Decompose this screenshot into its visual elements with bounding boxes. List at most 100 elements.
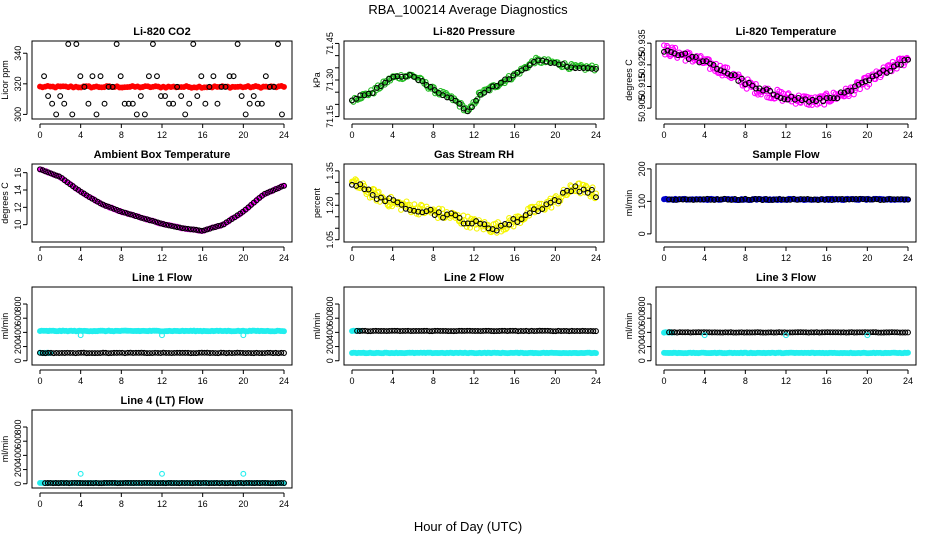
averages-point (776, 196, 783, 203)
averages-point (231, 349, 238, 356)
x-tick-label: 20 (238, 499, 248, 509)
averages-point (98, 480, 105, 487)
averages-point (259, 350, 266, 357)
averages-point (804, 196, 811, 202)
averages-point (593, 65, 599, 72)
averages-point (867, 329, 874, 336)
averages-point (520, 328, 527, 334)
y-tick-label: 50.915 (637, 73, 647, 101)
averages-point (763, 196, 769, 202)
averages-point (410, 328, 417, 334)
averages-point (47, 480, 54, 486)
averages-point (849, 196, 856, 203)
instantaneous-point (353, 177, 360, 184)
averages-point (87, 480, 94, 487)
averages-point (489, 83, 496, 90)
y-tick-label: 14 (13, 185, 23, 195)
averages-point (431, 87, 438, 93)
averages-point (690, 196, 697, 203)
y-tick-label: 800 (325, 297, 335, 312)
instantaneous-point (526, 212, 533, 219)
averages-point (176, 349, 183, 356)
averages-point (461, 327, 468, 334)
averages-point (52, 480, 59, 486)
averages-point (127, 211, 134, 218)
averages-point (794, 196, 801, 203)
averages-point (689, 53, 696, 60)
averages-point (242, 111, 249, 118)
series-points (661, 195, 911, 204)
averages-point (93, 479, 100, 486)
averages-point (227, 479, 234, 486)
panel-5: Gas Stream RH percent 0 4 8 12 16 20 24 1.05 1.20 1… (312, 149, 605, 263)
averages-point (517, 328, 524, 334)
averages-point (163, 221, 170, 228)
plot-frame (31, 286, 293, 366)
averages-point (897, 61, 904, 68)
averages-point (209, 224, 216, 231)
averages-point (77, 73, 84, 80)
averages-point (485, 225, 492, 232)
averages-point (828, 197, 835, 203)
averages-point (735, 329, 742, 336)
averages-point (894, 61, 901, 68)
averages-point (584, 328, 591, 334)
averages-point (568, 188, 575, 195)
averages-point (821, 196, 828, 203)
spikes-point (864, 332, 871, 339)
averages-point (765, 329, 772, 336)
averages-point (48, 170, 54, 177)
averages-point (518, 216, 525, 223)
x-tick-label: 16 (822, 253, 832, 263)
averages-point (217, 222, 224, 229)
averages-point (138, 214, 145, 221)
averages-point (37, 349, 43, 356)
averages-point (711, 196, 718, 203)
averages-point (50, 171, 57, 178)
spikes-point (783, 332, 789, 339)
averages-point (185, 225, 191, 232)
averages-point (361, 186, 368, 193)
x-tick-label: 0 (661, 130, 666, 140)
averages-point (77, 480, 83, 486)
averages-point (687, 329, 694, 336)
y-tick-label: 400 (13, 325, 23, 340)
averages-point (759, 197, 766, 203)
averages-point (39, 350, 46, 356)
averages-point (593, 328, 599, 335)
averages-point (240, 480, 247, 487)
averages-point (698, 329, 705, 336)
y-axis-label: degrees C (0, 182, 10, 224)
x-tick-label: 16 (198, 130, 208, 140)
averages-point (584, 189, 591, 196)
spikes-point (77, 332, 84, 339)
averages-point (566, 328, 573, 335)
averages-point (542, 327, 548, 334)
averages-point (130, 212, 137, 219)
averages-point (773, 196, 780, 203)
averages-point (267, 480, 274, 487)
averages-point (178, 93, 185, 100)
averages-point (198, 227, 205, 234)
averages-point (466, 327, 473, 334)
averages-point (108, 350, 115, 357)
averages-point (179, 225, 186, 232)
averages-point (717, 67, 724, 74)
averages-point (264, 349, 271, 356)
averages-point (697, 196, 704, 203)
averages-point (783, 196, 790, 203)
averages-point (152, 349, 159, 356)
instantaneous-point (461, 217, 468, 224)
averages-point (136, 480, 142, 486)
averages-point (130, 480, 137, 486)
averages-point (671, 329, 678, 336)
y-tick-label: 50.905 (637, 94, 647, 122)
averages-point (239, 350, 246, 356)
panel-title: Li-820 Temperature (736, 26, 837, 38)
averages-point (101, 100, 108, 107)
averages-point (714, 65, 720, 72)
averages-point (877, 197, 884, 204)
x-tick-label: 20 (862, 130, 872, 140)
averages-point (837, 89, 844, 96)
y-tick-label: 340 (13, 46, 23, 61)
